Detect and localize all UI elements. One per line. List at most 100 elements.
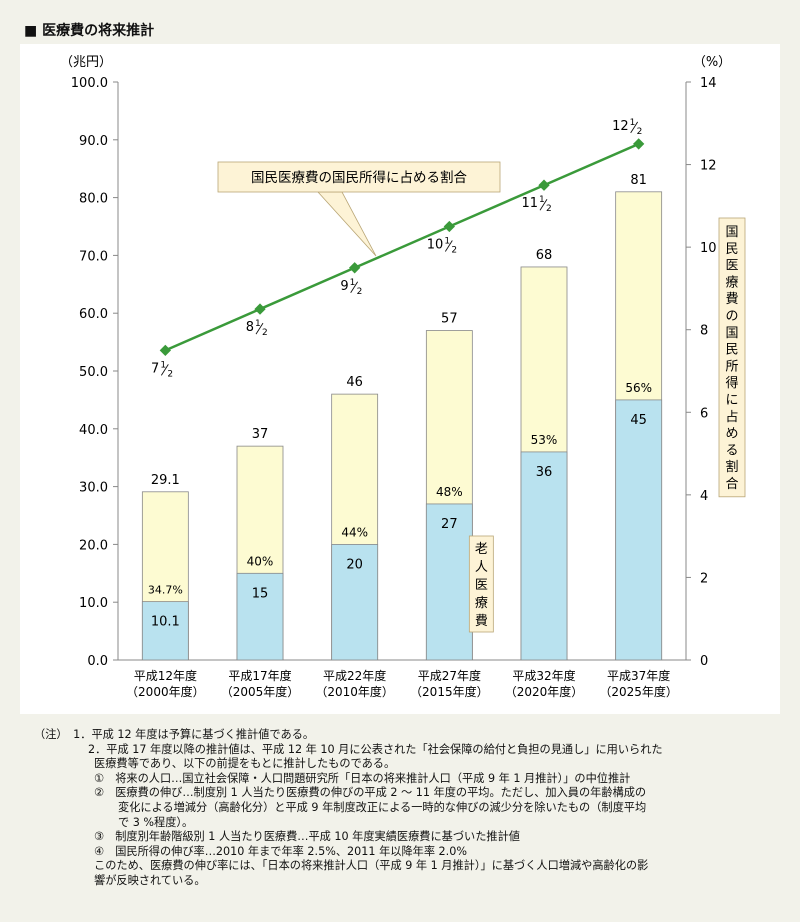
x-tick-label-year: （2010年度）: [315, 684, 394, 699]
fraction-slash: [444, 240, 453, 252]
ratio-point: [443, 220, 455, 233]
left-tick-label: 20.0: [79, 538, 108, 553]
left-tick-label: 0.0: [87, 654, 108, 669]
ratio-value-label: 10 12: [427, 237, 457, 256]
ratio-label-denominator: 2: [167, 369, 173, 379]
share-label: 53%: [531, 433, 558, 447]
note-line: （注） 1．平成 12 年度は予算に基づく推計値である。: [34, 728, 315, 741]
x-tick-label: 平成27年度: [418, 668, 481, 683]
share-label: 56%: [625, 381, 652, 395]
elderly-annotation-char: 費: [475, 614, 488, 629]
right-axis-title-char: 療: [725, 275, 738, 290]
ratio-value-label: 11 12: [521, 195, 551, 214]
bar-elderly: [615, 399, 663, 661]
notes: （注） 1．平成 12 年度は予算に基づく推計値である。 2．平成 17 年度以降…: [34, 728, 774, 889]
right-axis-title-char: に: [725, 393, 738, 408]
left-tick-label: 90.0: [79, 134, 108, 149]
ratio-label-denominator: 2: [451, 246, 457, 256]
right-axis-title-char: め: [725, 427, 738, 442]
bar-total-label: 46: [346, 375, 363, 390]
note-item: ④ 国民所得の伸び率…2010 年まで年率 2.5%、2011 年以降年率 2.…: [94, 844, 467, 858]
left-axis-unit: （兆円）: [60, 55, 112, 70]
note-item: ① 将来の人口…国立社会保障・人口問題研究所「日本の将来推計人口（平成 9 年 …: [94, 771, 631, 785]
bar-elderly: [425, 503, 473, 661]
ratio-label-whole: 10: [427, 238, 444, 253]
ratio-label-numerator: 1: [160, 360, 166, 370]
ratio-point: [633, 138, 645, 150]
x-tick-label: 平成32年度: [512, 668, 575, 683]
bars: [141, 191, 663, 661]
ratio-label-denominator: 2: [262, 328, 268, 338]
left-tick-label: 80.0: [79, 192, 108, 207]
ratio-label-whole: 7: [151, 361, 159, 376]
ratio-line: [164, 142, 640, 352]
left-tick-label: 50.0: [79, 365, 108, 380]
ratio-label-numerator: 1: [444, 237, 450, 247]
x-tick-label: 平成12年度: [134, 668, 197, 683]
fraction-slash: [539, 198, 548, 211]
ratio-value-label: 9 12: [340, 278, 362, 297]
chart-panel: 0.0 10.0 20.0 30.0 40.0 50.0 60.0 70.0 80.0 90.0 1…: [20, 44, 780, 714]
note-line: 響が反映されている。: [94, 873, 206, 887]
bar-elderly: [520, 451, 568, 661]
bar-total-label: 81: [630, 173, 647, 188]
right-axis-unit: （%）: [693, 55, 731, 70]
left-tick-label: 10.0: [79, 596, 108, 611]
chart: 0.0 10.0 20.0 30.0 40.0 50.0 60.0 70.0 80.0 90.0 1…: [60, 55, 746, 699]
ratio-point: [538, 179, 550, 191]
x-tick-label-year: （2025年度）: [599, 684, 678, 699]
axes: 0.0 10.0 20.0 30.0 40.0 50.0 60.0 70.0 80.0 90.0 1…: [60, 55, 731, 699]
right-tick-label: 0: [700, 654, 708, 669]
ratio-label-numerator: 1: [630, 118, 636, 128]
elderly-annotation-char: 療: [475, 596, 488, 611]
ratio-label-numerator: 1: [350, 278, 356, 288]
line-callout-text: 国民医療費の国民所得に占める割合: [251, 169, 467, 186]
elderly-annotation-box: [468, 535, 494, 633]
bar-elderly: [331, 543, 379, 661]
bar-total-label: 37: [252, 427, 269, 442]
bar-elderly-label: 15: [252, 586, 269, 601]
right-axis-title-char: の: [725, 309, 738, 324]
ratio-label-denominator: 2: [637, 127, 643, 137]
bar-total-label: 57: [441, 312, 458, 327]
ratio-value-label: 7 12: [151, 360, 173, 379]
x-tick-label: 平成37年度: [607, 668, 670, 683]
x-tick-label-year: （2000年度）: [126, 684, 205, 699]
right-axis-title-char: 合: [725, 477, 738, 492]
x-tick-label: 平成17年度: [228, 668, 291, 683]
bar-elderly: [236, 572, 284, 661]
ratio-label-numerator: 1: [539, 195, 545, 205]
right-axis-title-char: 国: [725, 225, 738, 240]
ratio-value-label: 8 12: [246, 319, 268, 338]
left-tick-label: 30.0: [79, 481, 108, 496]
ratio-label-whole: 8: [246, 320, 254, 335]
share-label: 44%: [341, 525, 368, 539]
right-tick-label: 8: [700, 324, 708, 339]
elderly-annotation-char: 医: [475, 578, 488, 593]
right-tick-label: 6: [700, 406, 708, 421]
ratio-label-whole: 11: [521, 196, 538, 211]
ratio-label-whole: 12: [612, 119, 629, 134]
right-tick-label: 2: [700, 571, 708, 586]
right-axis-title-char: 民: [725, 242, 738, 257]
x-tick-label-year: （2020年度）: [505, 684, 584, 699]
ratio-point: [349, 262, 361, 274]
note-item: で 3 %程度）。: [118, 815, 194, 829]
ratio-label-denominator: 2: [546, 204, 552, 214]
note-item: 変化による増減分（高齢化分）と平成 9 年制度改正による一時的な伸びの減少分を除…: [118, 800, 647, 814]
bar-elderly-label: 10.1: [151, 615, 180, 630]
right-axis-title-char: 割: [725, 459, 738, 475]
elderly-annotation-char: 人: [475, 560, 488, 575]
right-tick-label: 10: [700, 241, 717, 256]
note-line: 2．平成 17 年度以降の推計値は、平成 12 年 10 月に公表された「社会保…: [88, 742, 663, 756]
fraction-slash: [160, 364, 169, 376]
note-line: このため、医療費の伸び率には、「日本の将来推計人口（平成 9 年 1 月推計）」…: [94, 859, 649, 873]
bar-elderly-label: 20: [346, 557, 363, 572]
fraction-slash: [350, 281, 359, 294]
ratio-label-denominator: 2: [357, 287, 363, 297]
right-axis-title-char: 占: [725, 410, 738, 425]
note-line: 医療費等であり、以下の前提をもとに推計したものである。: [94, 757, 396, 771]
right-axis-title-char: 費: [725, 292, 738, 307]
share-label: 48%: [436, 485, 463, 499]
